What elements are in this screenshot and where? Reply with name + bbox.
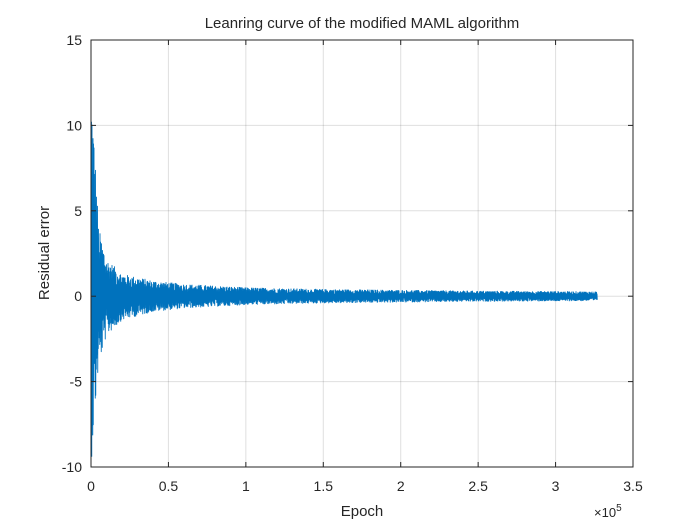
y-tick-label: -10 [62, 459, 82, 475]
x-tick-label: 0.5 [159, 478, 179, 494]
y-tick-label: -5 [70, 374, 83, 390]
x-tick-label: 1.5 [314, 478, 334, 494]
y-axis-label: Residual error [36, 206, 53, 300]
axes-background [91, 40, 633, 467]
axes-box [90, 39, 634, 468]
x-axis-label: Epoch [341, 503, 384, 520]
y-tick-label: 10 [66, 117, 82, 133]
x-scale-base: ×10 [594, 505, 616, 520]
chart-title: Leanring curve of the modified MAML algo… [205, 15, 520, 32]
y-tick-label: 15 [66, 32, 82, 48]
x-tick-label: 3 [552, 478, 560, 494]
residual-error-line [90, 111, 598, 457]
x-tick-label: 3.5 [623, 478, 643, 494]
grid-layer [91, 40, 633, 467]
data-layer [90, 111, 598, 457]
x-tick-label: 1 [242, 478, 250, 494]
tick-layer: 0 0.5 1 1.5 2 2.5 3 3.5 -10 -5 0 5 10 15 [62, 32, 643, 494]
y-tick-label: 5 [74, 203, 82, 219]
x-tick-label: 2.5 [468, 478, 488, 494]
x-tick-label: 0 [87, 478, 95, 494]
y-tick-label: 0 [74, 288, 82, 304]
x-scale-exponent: 5 [616, 503, 622, 514]
x-tick-label: 2 [397, 478, 405, 494]
x-scale-factor: ×105 [594, 503, 622, 520]
